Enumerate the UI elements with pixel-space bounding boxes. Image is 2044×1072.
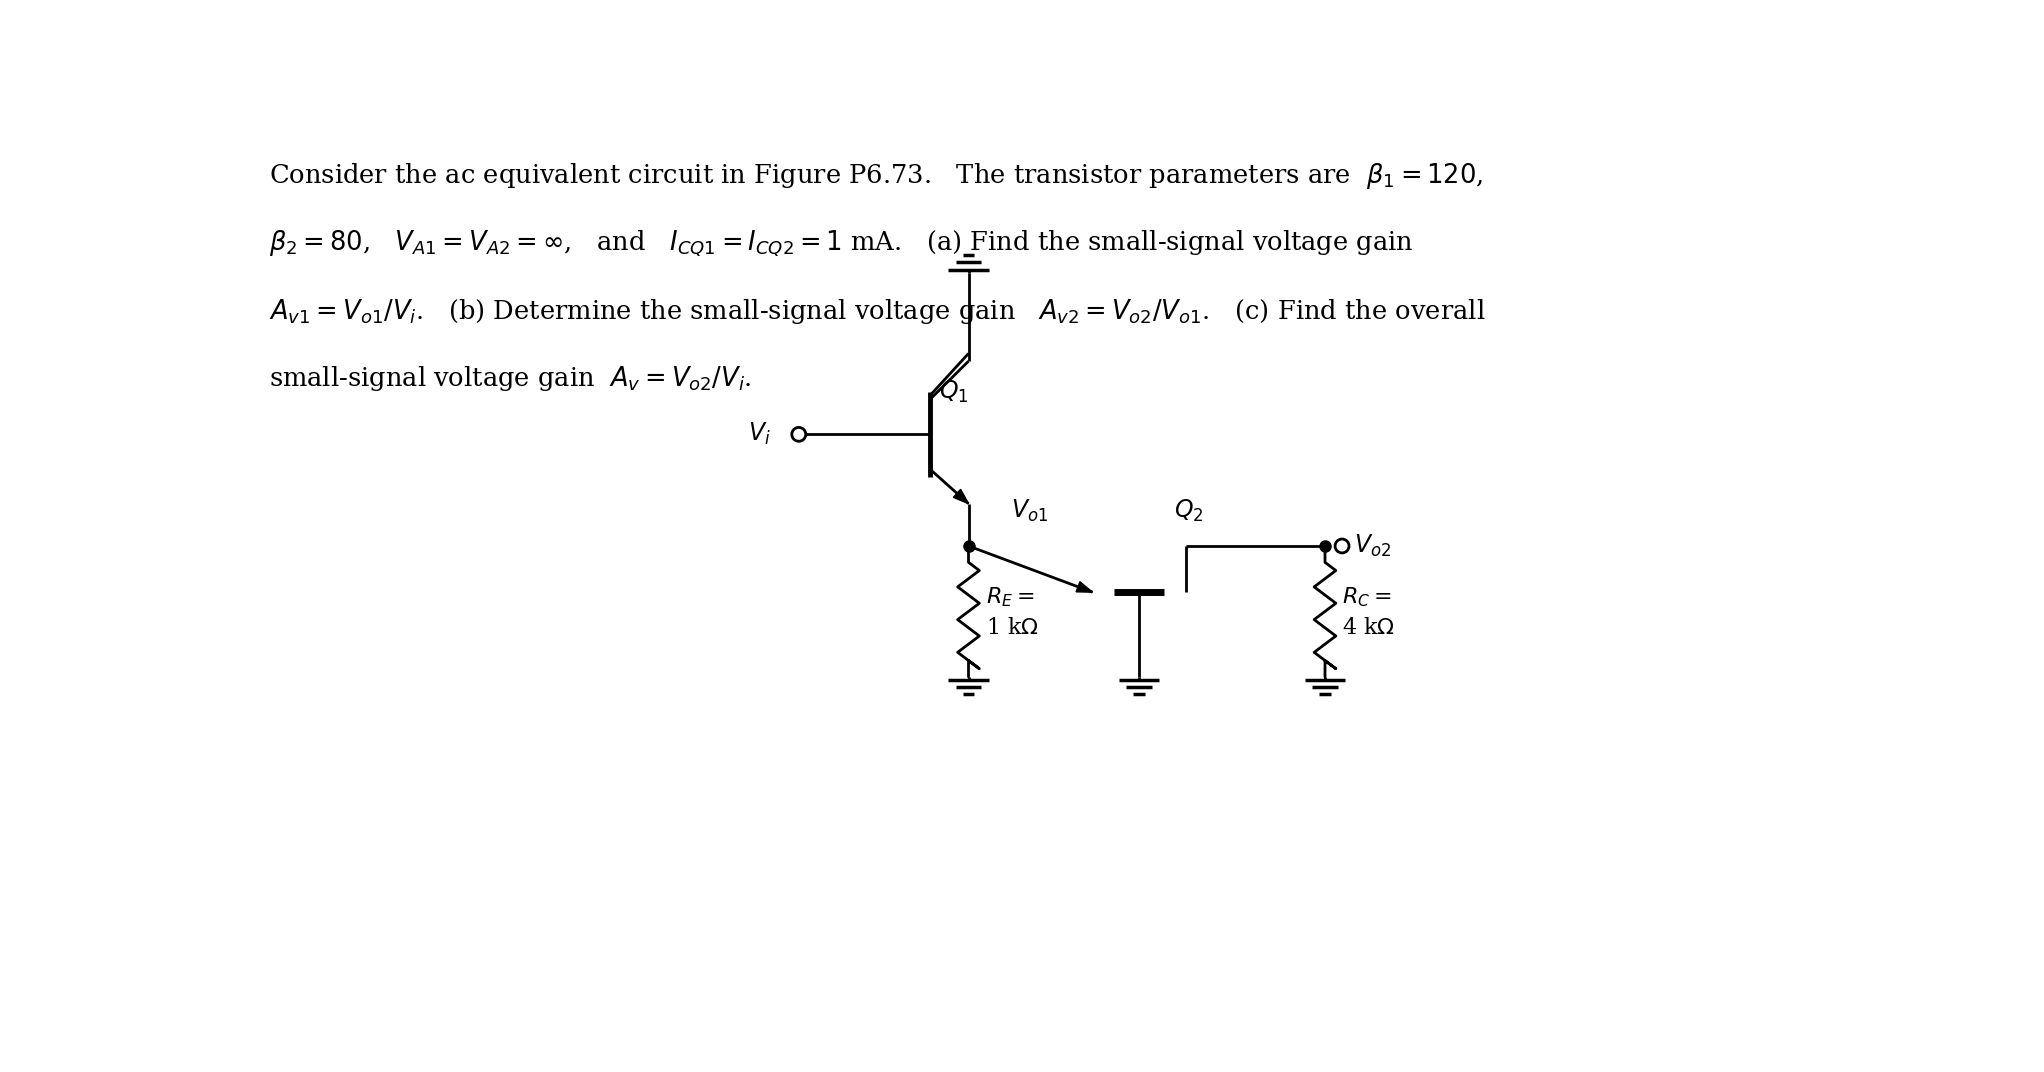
Text: $Q_2$: $Q_2$ <box>1173 498 1204 524</box>
Text: $\beta_2 = 80$,   $V_{A1} = V_{A2} = \infty$,   and   $I_{CQ1} = I_{CQ2} = 1$ mA: $\beta_2 = 80$, $V_{A1} = V_{A2} = \inft… <box>270 228 1414 259</box>
Text: 4 k$\Omega$: 4 k$\Omega$ <box>1343 617 1394 639</box>
Text: $V_{o1}$: $V_{o1}$ <box>1012 498 1049 524</box>
Text: 1 k$\Omega$: 1 k$\Omega$ <box>985 617 1038 639</box>
Text: $R_C =$: $R_C =$ <box>1343 585 1392 609</box>
Text: $Q_1$: $Q_1$ <box>938 378 969 405</box>
Text: Consider the ac equivalent circuit in Figure P6.73.   The transistor parameters : Consider the ac equivalent circuit in Fi… <box>270 161 1484 191</box>
Text: small-signal voltage gain  $A_v = V_{o2}/V_i$.: small-signal voltage gain $A_v = V_{o2}/… <box>270 364 752 393</box>
Polygon shape <box>1075 582 1091 592</box>
Text: $V_i$: $V_i$ <box>748 421 771 447</box>
Polygon shape <box>953 489 969 504</box>
Text: $V_{o2}$: $V_{o2}$ <box>1355 533 1392 560</box>
Text: $R_E =$: $R_E =$ <box>985 585 1034 609</box>
Text: $A_{v1} = V_{o1}/V_i$.   (b) Determine the small-signal voltage gain   $A_{v2} =: $A_{v1} = V_{o1}/V_i$. (b) Determine the… <box>270 297 1486 326</box>
